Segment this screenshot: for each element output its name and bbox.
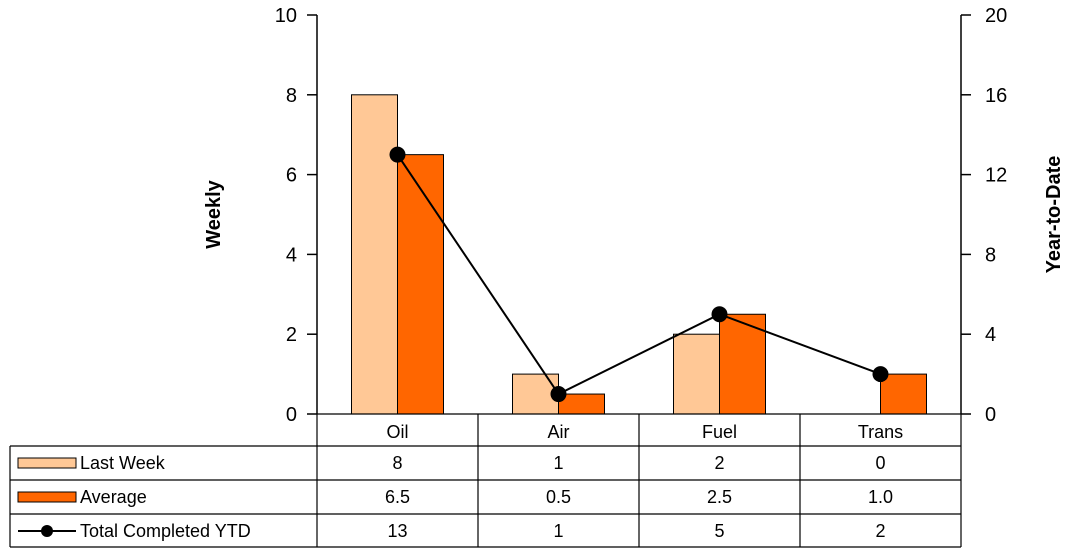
bar-average-fuel xyxy=(719,313,766,415)
right-tick-label-8: 8 xyxy=(985,244,996,266)
bars-layer xyxy=(351,94,927,415)
right-tick-label-12: 12 xyxy=(985,165,1007,187)
table-cell-total-completed-ytd-fuel: 5 xyxy=(714,521,724,541)
table-cell-last-week-air: 1 xyxy=(553,453,563,473)
table-cell-average-oil: 6.5 xyxy=(385,487,410,507)
bar-average-trans xyxy=(880,373,927,415)
category-label-oil: Oil xyxy=(387,422,409,442)
table-cell-total-completed-ytd-trans: 2 xyxy=(875,521,885,541)
left-tick-label-8: 8 xyxy=(286,85,297,107)
left-tick-label-2: 2 xyxy=(286,324,297,346)
table-cell-last-week-oil: 8 xyxy=(392,453,402,473)
line-total-completed-ytd xyxy=(396,154,881,396)
ytd-line-layer xyxy=(389,146,889,403)
axes-layer: 0 2 4 6 8 10 0 4 8 12 16 20 Weekly Year-to-Date xyxy=(203,5,1065,426)
left-axis-title: Weekly xyxy=(203,179,225,248)
table-cell-total-completed-ytd-air: 1 xyxy=(553,521,563,541)
point-total-completed-ytd-air xyxy=(550,386,567,403)
left-tick-label-0: 0 xyxy=(286,404,297,426)
bar-last-week-oil xyxy=(351,94,398,415)
data-table: Oil Air Fuel Trans Last Week 8 1 2 0 Average 6.5 0.… xyxy=(9,413,962,548)
legend-key-average xyxy=(17,491,77,503)
legend-label-last-week: Last Week xyxy=(80,453,166,473)
category-label-fuel: Fuel xyxy=(702,422,737,442)
table-cell-average-air: 0.5 xyxy=(546,487,571,507)
legend-label-total-completed-ytd: Total Completed YTD xyxy=(80,521,251,541)
table-cell-last-week-trans: 0 xyxy=(875,453,885,473)
point-total-completed-ytd-oil xyxy=(389,146,406,163)
point-total-completed-ytd-fuel xyxy=(711,306,728,323)
category-label-trans: Trans xyxy=(858,422,903,442)
legend-key-last-week xyxy=(17,457,77,469)
left-tick-label-6: 6 xyxy=(286,165,297,187)
right-tick-label-16: 16 xyxy=(985,85,1007,107)
table-cell-average-trans: 1.0 xyxy=(868,487,893,507)
bar-average-oil xyxy=(397,154,444,415)
right-tick-label-20: 20 xyxy=(985,5,1007,27)
point-total-completed-ytd-trans xyxy=(872,366,889,383)
table-cell-total-completed-ytd-oil: 13 xyxy=(387,521,407,541)
category-label-air: Air xyxy=(548,422,570,442)
bar-last-week-fuel xyxy=(673,333,720,415)
legend-label-average: Average xyxy=(80,487,147,507)
right-tick-label-4: 4 xyxy=(985,324,996,346)
left-tick-label-10: 10 xyxy=(275,5,297,27)
legend-key-marker-total-completed-ytd xyxy=(41,525,53,537)
table-cell-average-fuel: 2.5 xyxy=(707,487,732,507)
left-tick-label-4: 4 xyxy=(286,244,297,266)
table-cell-last-week-fuel: 2 xyxy=(714,453,724,473)
right-tick-label-0: 0 xyxy=(985,404,996,426)
right-axis-title: Year-to-Date xyxy=(1043,156,1065,274)
